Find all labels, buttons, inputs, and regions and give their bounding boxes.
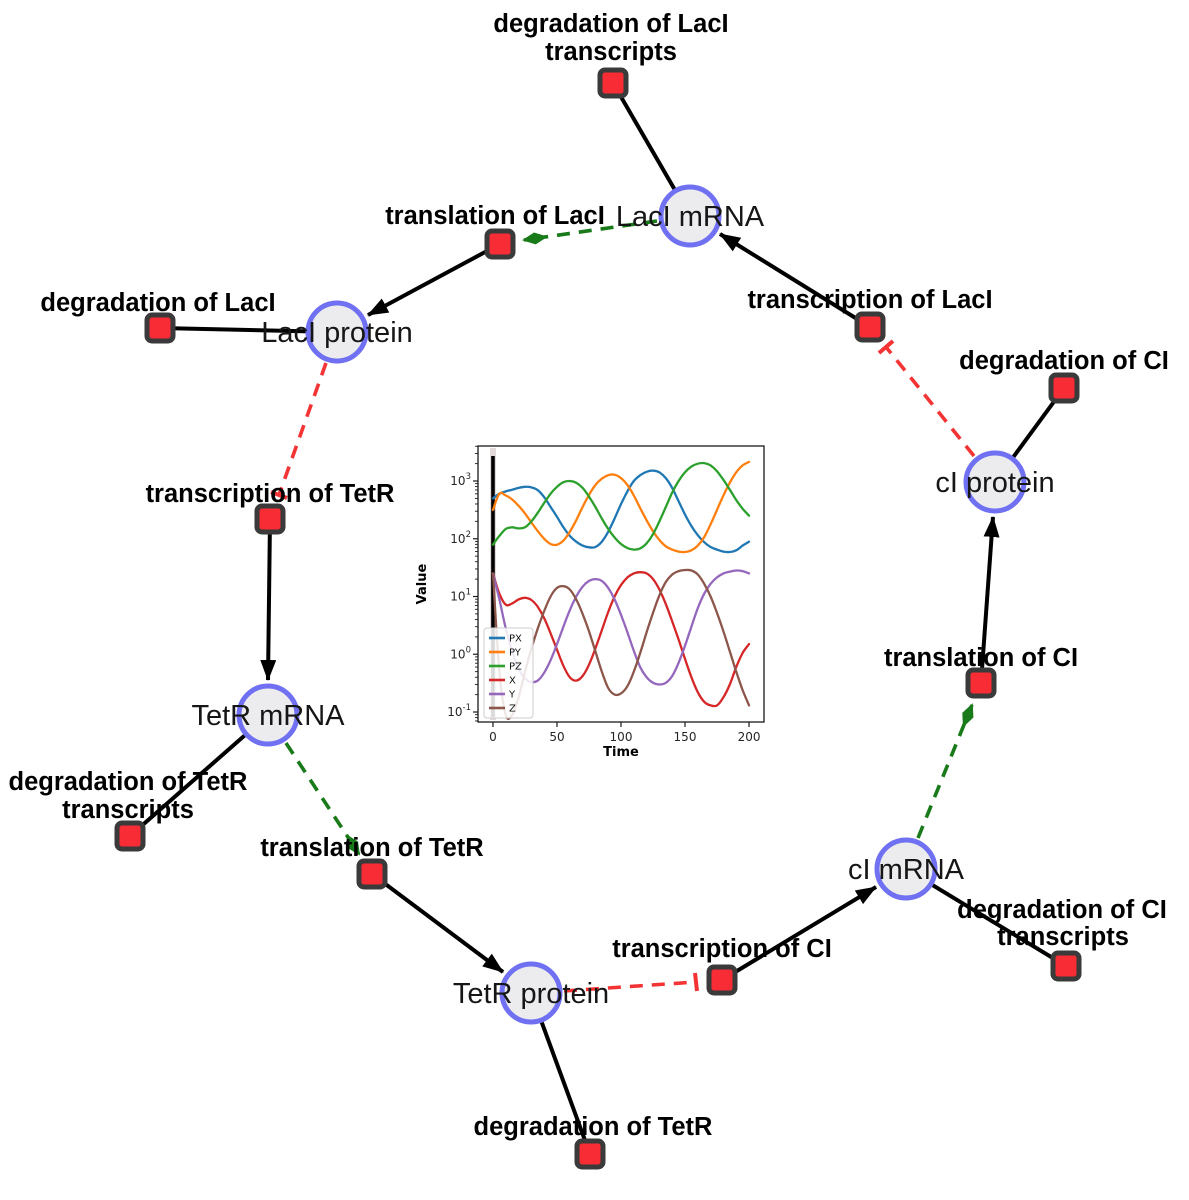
tbar-inhibition-transcription-laci — [877, 339, 895, 355]
legend-label-PX: PX — [509, 634, 522, 645]
series-PZ — [491, 461, 751, 551]
species-label: LacI mRNA — [616, 201, 765, 233]
reaction-label: degradation of TetR — [9, 768, 248, 796]
series-Y — [491, 569, 751, 686]
edge-transcription-laci-to-laci-mrna — [718, 232, 872, 329]
legend-label-Z: Z — [509, 704, 516, 715]
y-tick-label: 102 — [450, 530, 471, 546]
reaction-label: degradation of TetR — [474, 1113, 713, 1141]
edge-translation-laci-to-laci-protein — [367, 242, 501, 317]
legend-label-PZ: PZ — [509, 662, 522, 673]
species-node-laci-mrna[interactable] — [658, 184, 722, 248]
reaction-label: transcripts — [62, 796, 194, 824]
reaction-node-degradation-laci-transcripts[interactable] — [597, 67, 629, 99]
x-tick-label: 100 — [610, 730, 633, 744]
reaction-label: transcription of LacI — [747, 286, 992, 314]
species-node-ci-protein[interactable] — [963, 450, 1027, 514]
reaction-label: degradation of CI — [959, 347, 1169, 375]
reaction-node-transcription-tetr[interactable] — [254, 503, 286, 535]
node-layer — [114, 67, 1082, 1170]
reaction-label: transcripts — [997, 923, 1129, 951]
y-tick-label: 100 — [450, 645, 471, 661]
reaction-node-degradation-tetr[interactable] — [574, 1138, 606, 1170]
edge-tetr-protein-inhibits-transcription-ci — [563, 980, 697, 993]
edge-transcription-tetr-to-tetr-mrna — [260, 518, 277, 681]
legend-box — [483, 627, 534, 719]
edge-laci-mrna-modifier-translation — [522, 219, 658, 245]
x-tick-label: 200 — [738, 730, 761, 744]
y-tick-label: 10-1 — [447, 703, 471, 719]
y-tick-label: 101 — [450, 588, 471, 604]
edge-translation-tetr-to-tetr-protein — [370, 872, 505, 974]
species-node-tetr-mrna[interactable] — [236, 683, 300, 747]
species-label: LacI protein — [261, 317, 413, 349]
legend-label-X: X — [509, 676, 516, 687]
edge-tetr-mrna-modifier-translation — [284, 742, 361, 856]
reaction-node-translation-laci[interactable] — [484, 228, 516, 260]
reaction-node-translation-ci[interactable] — [965, 667, 997, 699]
series-X — [491, 571, 751, 708]
reaction-node-transcription-laci[interactable] — [854, 311, 886, 343]
edge-transcription-ci-to-ci-mrna — [720, 885, 878, 982]
reaction-label: transcription of CI — [612, 935, 832, 963]
reaction-label: translation of LacI — [385, 202, 605, 230]
series-Z — [491, 568, 751, 721]
y-axis-title: Value — [415, 563, 430, 604]
x-tick-label: 150 — [674, 730, 697, 744]
reaction-label: transcription of TetR — [146, 480, 395, 508]
edge-laci-protein-inhibits-transcription-tetr — [277, 362, 328, 496]
x-tick-label: 50 — [549, 730, 564, 744]
reaction-node-degradation-ci[interactable] — [1048, 372, 1080, 404]
edge-ci-protein-inhibits-transcription-laci — [884, 345, 976, 458]
reaction-node-transcription-ci[interactable] — [706, 964, 738, 996]
reaction-label: transcripts — [545, 38, 677, 66]
reaction-label: degradation of LacI — [40, 289, 275, 317]
x-axis-title: Time — [603, 745, 639, 760]
legend-label-Y: Y — [508, 690, 516, 701]
reaction-node-degradation-laci[interactable] — [144, 312, 176, 344]
series-PX — [491, 469, 751, 554]
species-label: TetR protein — [453, 978, 609, 1010]
label-layer: degradation of LacI transcripts translat… — [9, 10, 1169, 1141]
edge-ci-mrna-modifier-translation — [916, 703, 974, 839]
x-tick-label: 0 — [489, 730, 497, 744]
species-label: cI mRNA — [848, 854, 965, 886]
species-node-laci-protein[interactable] — [305, 300, 369, 364]
species-node-tetr-protein[interactable] — [499, 961, 563, 1025]
tbar-inhibition-transcription-ci — [693, 972, 699, 992]
y-tick-label: 103 — [450, 472, 471, 488]
species-label: TetR mRNA — [191, 700, 345, 732]
chart-legend: PX PY PZ XYZ — [483, 627, 534, 719]
edge-translation-ci-to-ci-protein — [979, 516, 1000, 684]
species-label: cI protein — [935, 467, 1054, 499]
reaction-label: translation of CI — [884, 644, 1078, 672]
species-node-ci-mrna[interactable] — [874, 837, 938, 901]
reaction-label: translation of TetR — [260, 834, 483, 862]
reaction-node-translation-tetr[interactable] — [356, 858, 388, 890]
tbar-inhibition-transcription-tetr — [270, 490, 288, 500]
reaction-node-degradation-ci-transcripts[interactable] — [1050, 950, 1082, 982]
reaction-node-degradation-tetr-transcripts[interactable] — [114, 820, 146, 852]
reaction-label: degradation of LacI — [493, 10, 728, 38]
series-PY — [491, 460, 751, 554]
reaction-label: degradation of CI — [957, 896, 1167, 924]
legend-label-PY: PY — [509, 648, 522, 659]
series-layer — [491, 460, 751, 721]
